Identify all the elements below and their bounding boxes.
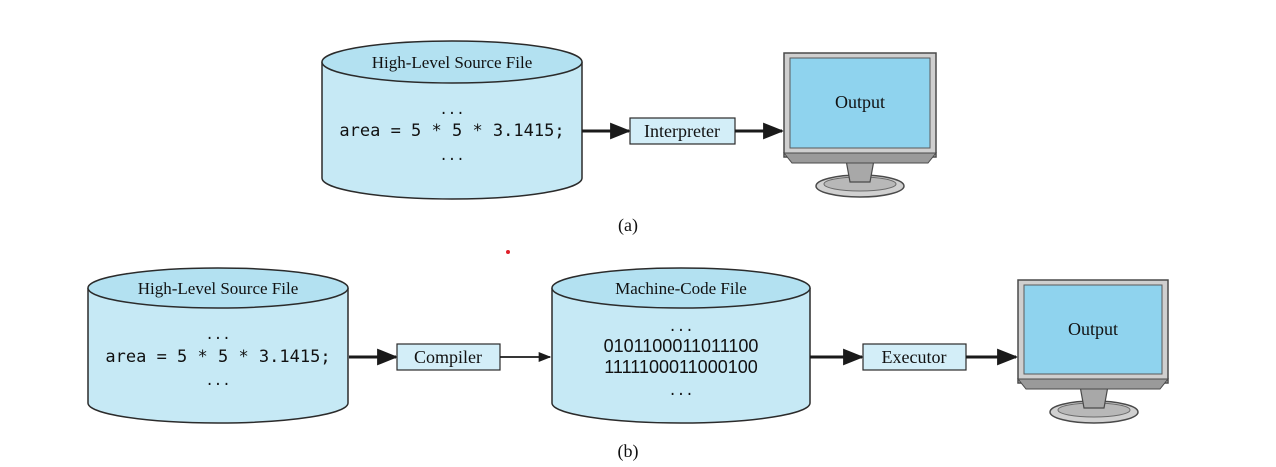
caption-b: (b) (618, 441, 639, 462)
part-a: High-Level Source File ... area = 5 * 5 … (321, 40, 938, 236)
source-code-line: area = 5 * 5 * 3.1415; (105, 347, 330, 367)
output-label: Output (835, 92, 885, 112)
compiler-box (396, 343, 501, 371)
source-file-cylinder-icon (321, 40, 583, 200)
output-label: Output (1068, 319, 1118, 339)
ellipsis-bottom: ... (205, 373, 230, 389)
monitor-icon (782, 52, 938, 198)
interpreter-label: Interpreter (644, 121, 720, 141)
monitor-icon (1016, 279, 1170, 424)
source-file-title: High-Level Source File (138, 279, 299, 298)
ellipsis-bottom: ... (668, 383, 693, 399)
source-file-title: High-Level Source File (372, 53, 533, 72)
machine-file-title: Machine-Code File (615, 279, 747, 298)
executor-label: Executor (882, 347, 947, 367)
ellipsis-top: ... (668, 319, 693, 335)
caption-a: (a) (618, 215, 638, 236)
machine-code-line-1: 0101100011011100 (604, 336, 759, 356)
compiler-label: Compiler (414, 347, 482, 367)
red-dot (506, 250, 510, 254)
ellipsis-bottom: ... (439, 148, 464, 164)
machine-code-line-2: 1111100011000100 (604, 357, 758, 377)
part-b: High-Level Source File ... area = 5 * 5 … (87, 267, 1170, 462)
source-file-cylinder-icon (87, 267, 349, 424)
machine-code-cylinder-icon (551, 267, 811, 424)
ellipsis-top: ... (205, 327, 230, 343)
source-code-line: area = 5 * 5 * 3.1415; (339, 121, 564, 141)
executor-box (862, 343, 967, 371)
ellipsis-top: ... (439, 102, 464, 118)
